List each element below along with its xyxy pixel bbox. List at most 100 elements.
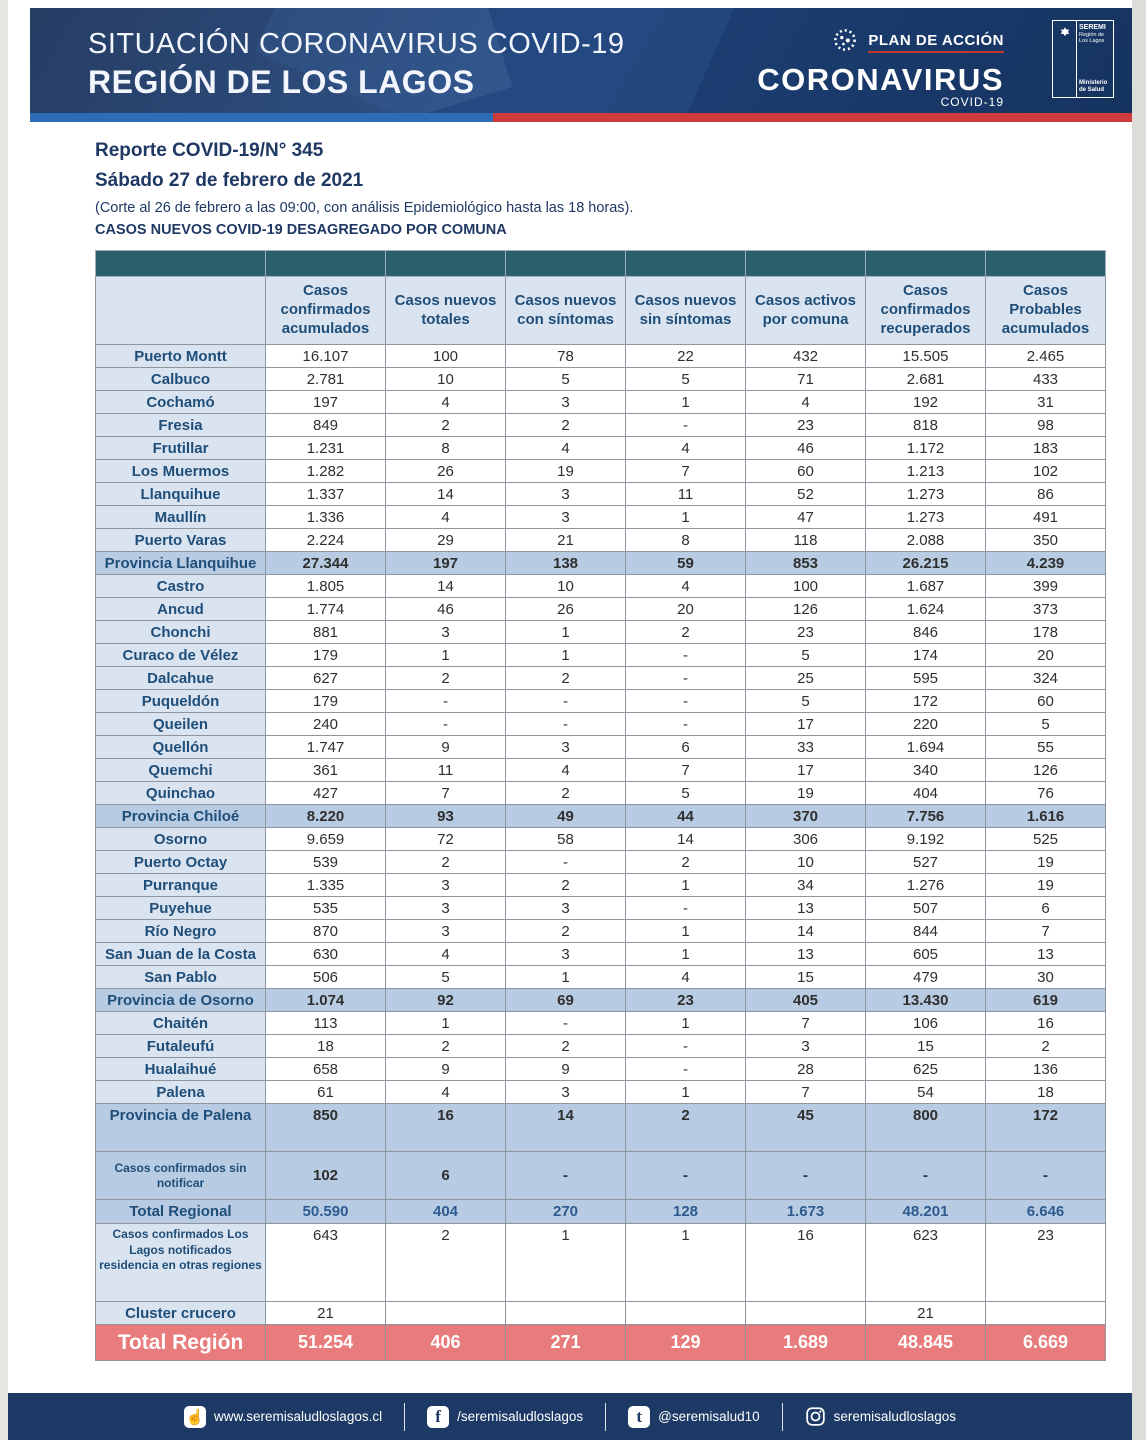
footer-link-facebook[interactable]: f /seremisaludloslagos [427, 1405, 583, 1428]
value-cell: 2.088 [865, 528, 986, 552]
table-row: Futaleufú 18 2 2-3 15 2 [95, 1034, 1106, 1058]
value-cell: 1.074 [265, 988, 386, 1012]
value-cell: 506 [265, 965, 386, 989]
value-cell: 113 [265, 1011, 386, 1035]
value-cell: 14 [745, 919, 866, 943]
value-cell: 1.273 [865, 482, 986, 506]
value-cell: 33 [745, 735, 866, 759]
footer-divider [781, 1402, 783, 1431]
seremi-region: Región de Los Lagos [1079, 31, 1105, 44]
value-cell [625, 1301, 746, 1325]
table-row: Puqueldón 179- - -5 172 60 [95, 689, 1106, 713]
value-cell: 21 [865, 1301, 986, 1325]
value-cell: 1 [385, 643, 506, 667]
row-label: Osorno [95, 827, 266, 851]
covid-cases-table: Casos confirmados acumulados Casos nuevo… [95, 250, 1106, 1361]
value-cell: 102 [985, 459, 1106, 483]
table-row: San Juan de la Costa 630 4 3 1 13 605 13 [95, 942, 1106, 966]
table-row: Los Muermos 1.282 26 19 7 60 1.213 102 [95, 459, 1106, 483]
value-cell: 15 [745, 965, 866, 989]
row-label: Purranque [95, 873, 266, 897]
footer-link-tumblr[interactable]: t @seremisalud10 [628, 1405, 760, 1428]
value-cell: 11 [385, 758, 506, 782]
footer-divider [404, 1402, 406, 1431]
value-cell: 7 [745, 1011, 866, 1035]
row-label: Total Región [95, 1324, 266, 1361]
report-subtitle: CASOS NUEVOS COVID-19 DESAGREGADO POR CO… [95, 222, 507, 238]
value-cell: 1 [625, 390, 746, 414]
table-row: San Pablo 506 5 1 4 15 479 30 [95, 965, 1106, 989]
value-cell: 15 [865, 1034, 986, 1058]
page-edge-right [1132, 0, 1146, 1440]
column-header: Casos confirmados recuperados [865, 276, 986, 345]
value-cell: 3 [385, 873, 506, 897]
table-row: Casos confirmados sin notificar 102 6- - - - - [95, 1151, 1106, 1200]
value-cell: 192 [865, 390, 986, 414]
value-cell: 324 [985, 666, 1106, 690]
value-cell: 48.845 [865, 1324, 986, 1361]
report-date: Sábado 27 de febrero de 2021 [95, 170, 364, 191]
value-cell: 1.335 [265, 873, 386, 897]
value-cell: 17 [745, 758, 866, 782]
row-label: Futaleufú [95, 1034, 266, 1058]
value-cell: 595 [865, 666, 986, 690]
column-header: Casos Probables acumulados [985, 276, 1106, 345]
table-row: Curaco de Vélez 179 1 1-5 174 20 [95, 643, 1106, 667]
value-cell: 18 [985, 1080, 1106, 1104]
value-cell: 427 [265, 781, 386, 805]
row-label: Calbuco [95, 367, 266, 391]
value-cell: 406 [385, 1324, 506, 1361]
value-cell: 2.681 [865, 367, 986, 391]
value-cell: 48.201 [865, 1199, 986, 1224]
value-cell: 126 [745, 597, 866, 621]
value-cell: 92 [385, 988, 506, 1012]
value-cell: 4 [745, 390, 866, 414]
value-cell: 2 [505, 413, 626, 437]
table-row: Dalcahue 627 2 2-25 595 324 [95, 666, 1106, 690]
value-cell: 4 [505, 436, 626, 460]
row-label: Palena [95, 1080, 266, 1104]
value-cell: 4 [625, 965, 746, 989]
value-cell: 1 [625, 919, 746, 943]
value-cell: 1.276 [865, 873, 986, 897]
value-cell: 9 [385, 735, 506, 759]
value-cell [985, 1301, 1106, 1325]
value-cell: 51.254 [265, 1324, 386, 1361]
value-cell: - [625, 712, 746, 736]
value-cell: 1.805 [265, 574, 386, 598]
value-cell: 535 [265, 896, 386, 920]
row-label: Río Negro [95, 919, 266, 943]
value-cell: 69 [505, 988, 626, 1012]
column-header: Casos activos por comuna [745, 276, 866, 345]
value-cell: 1 [625, 505, 746, 529]
value-cell: 844 [865, 919, 986, 943]
table-row: Purranque 1.335 3 2 1 34 1.276 19 [95, 873, 1106, 897]
header-banner: SITUACIÓN CORONAVIRUS COVID-19 REGIÓN DE… [30, 8, 1132, 122]
row-label: Provincia de Osorno [95, 988, 266, 1012]
value-cell: 3 [505, 390, 626, 414]
value-cell: 59 [625, 551, 746, 575]
value-cell: 3 [505, 735, 626, 759]
value-cell: 1 [625, 873, 746, 897]
value-cell: - [625, 1034, 746, 1058]
footer-link-label: www.seremisaludloslagos.cl [214, 1409, 383, 1424]
seremi-ministry: Ministerio de Salud [1079, 80, 1108, 94]
table-row: Cluster crucero 21 21 [95, 1301, 1106, 1325]
value-cell: 2 [505, 873, 626, 897]
value-cell: - [385, 689, 506, 713]
row-label: Chaitén [95, 1011, 266, 1035]
value-cell: 1 [505, 643, 626, 667]
row-label: Casos confirmados Los Lagos notificados … [95, 1223, 266, 1302]
seremi-logo-box: SEREMI Región de Los Lagos Ministerio de… [1052, 20, 1114, 98]
page-edge-left [0, 0, 8, 1440]
virus-icon [829, 24, 861, 61]
value-cell: 627 [265, 666, 386, 690]
footer-link-instagram[interactable]: seremisaludloslagos [805, 1406, 956, 1427]
row-label: Provincia de Palena [95, 1103, 266, 1152]
value-cell: 2 [625, 620, 746, 644]
value-cell: 58 [505, 827, 626, 851]
value-cell: 5 [625, 367, 746, 391]
banner-titles: SITUACIÓN CORONAVIRUS COVID-19 REGIÓN DE… [88, 26, 625, 102]
footer-link-website[interactable]: ☝ www.seremisaludloslagos.cl [184, 1405, 383, 1428]
value-cell: 26 [385, 459, 506, 483]
